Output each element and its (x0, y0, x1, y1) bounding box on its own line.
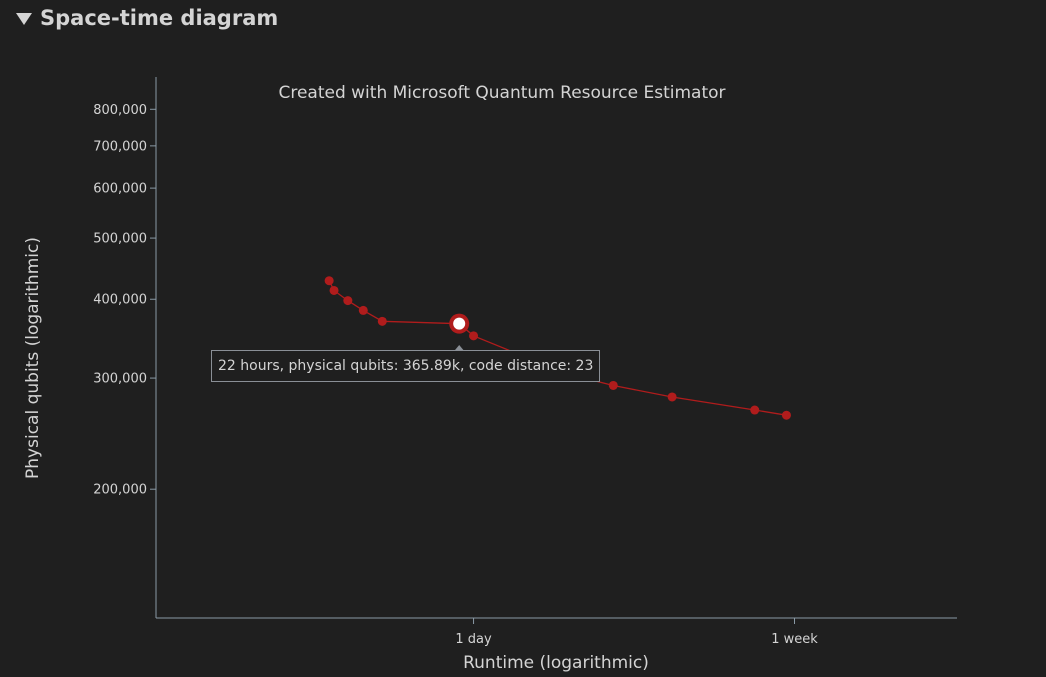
data-point[interactable] (781, 410, 791, 420)
data-series (324, 276, 791, 420)
section-toggle[interactable]: Space-time diagram (16, 4, 278, 32)
y-tick-label: 400,000 (93, 293, 147, 308)
data-point[interactable] (667, 392, 677, 402)
data-point[interactable] (469, 331, 479, 341)
x-axis-label: Runtime (logarithmic) (463, 653, 649, 673)
y-tick-label: 300,000 (93, 372, 147, 387)
data-point[interactable] (377, 316, 387, 326)
y-axis: 200,000 300,000 400,000 500,000 600,000 700,0… (93, 77, 157, 618)
data-point[interactable] (324, 276, 334, 286)
point-tooltip: 22 hours, physical qubits: 365.89k, code… (211, 350, 601, 382)
data-point[interactable] (750, 405, 760, 415)
y-tick-label: 200,000 (93, 483, 147, 498)
y-tick-label: 800,000 (93, 103, 147, 118)
x-tick-label: 1 day (455, 632, 492, 647)
data-point[interactable] (343, 296, 353, 306)
y-tick-label: 700,000 (93, 139, 147, 154)
data-point[interactable] (358, 305, 368, 315)
data-point[interactable] (608, 380, 618, 390)
chart-credit: Created with Microsoft Quantum Resource … (278, 83, 725, 103)
data-point[interactable] (329, 285, 339, 295)
y-tick-label: 500,000 (93, 232, 147, 247)
collapse-caret-icon[interactable] (16, 13, 32, 25)
highlighted-point-center (453, 317, 466, 330)
x-tick-label: 1 week (771, 632, 818, 647)
y-tick-label: 600,000 (93, 182, 147, 197)
section-title: Space-time diagram (40, 6, 279, 30)
series-line (328, 280, 787, 416)
tooltip-pointer (454, 345, 465, 351)
x-axis: 1 day 1 week (156, 617, 957, 647)
y-axis-label: Physical qubits (logarithmic) (23, 237, 43, 479)
